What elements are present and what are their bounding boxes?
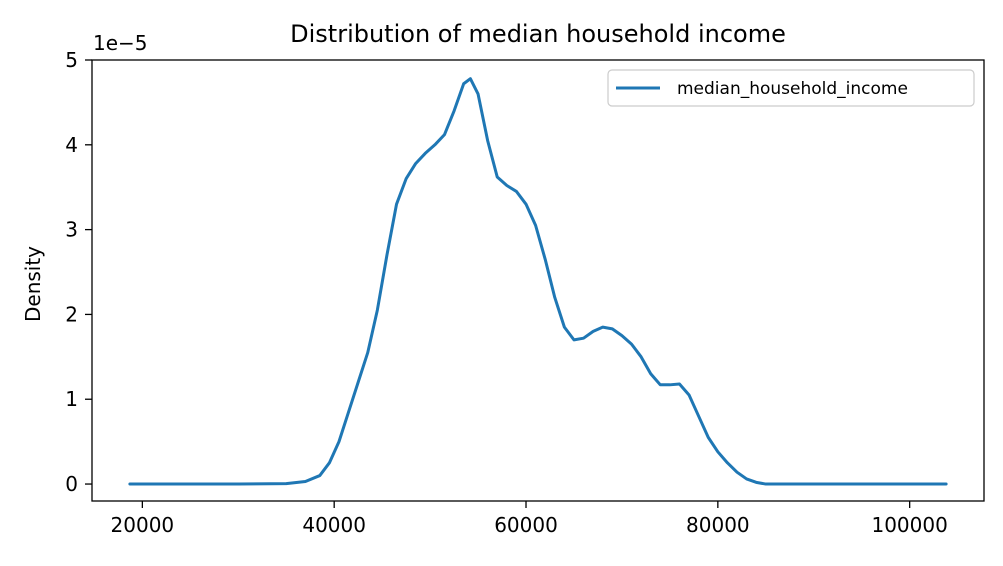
legend-label-median-household-income: median_household_income — [677, 79, 908, 99]
plot-area — [128, 77, 948, 486]
y-axis-ticks: 0 1 2 3 4 5 — [65, 48, 92, 496]
axes-frame — [91, 59, 985, 502]
y-tick-label: 3 — [65, 218, 78, 242]
y-tick-label: 5 — [65, 48, 78, 72]
y-tick-label: 2 — [65, 302, 78, 326]
x-axis-ticks: 20000 40000 60000 80000 100000 — [111, 501, 948, 537]
y-axis-offset-label: 1e−5 — [93, 31, 148, 55]
y-tick-label: 4 — [65, 133, 78, 157]
x-tick-label: 100000 — [871, 513, 947, 537]
legend-box — [607, 69, 975, 107]
chart-title: Distribution of median household income — [290, 20, 786, 48]
legend: median_household_income — [607, 69, 975, 107]
y-axis-label: Density — [21, 246, 45, 322]
y-tick-label: 1 — [65, 387, 78, 411]
density-line-median-household-income — [128, 77, 948, 486]
x-tick-label: 80000 — [686, 513, 750, 537]
y-tick-label: 0 — [65, 472, 78, 496]
x-tick-label: 60000 — [494, 513, 558, 537]
x-tick-label: 40000 — [302, 513, 366, 537]
x-tick-label: 20000 — [111, 513, 175, 537]
